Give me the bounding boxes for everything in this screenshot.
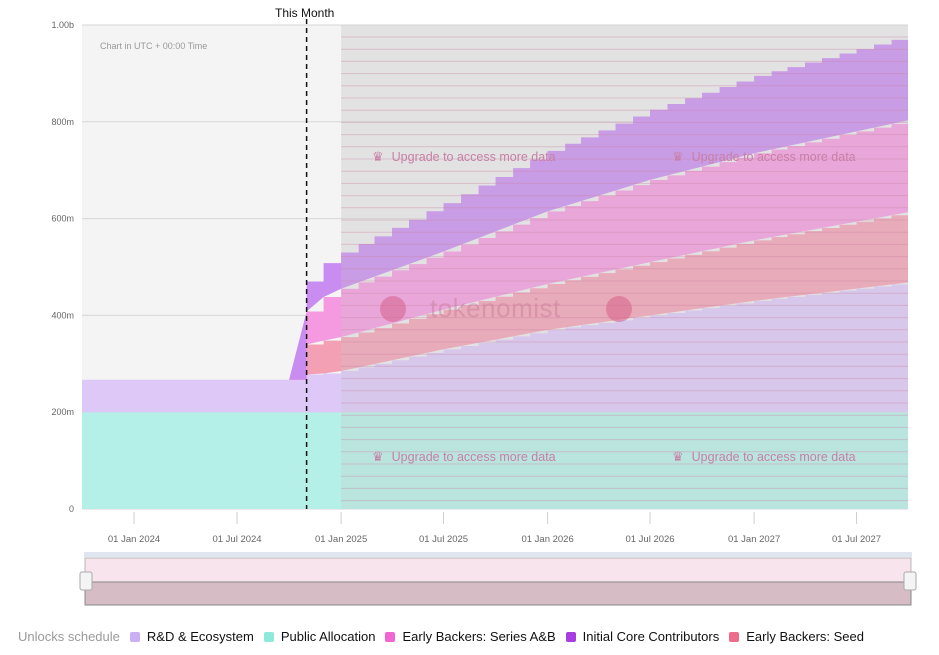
upgrade-banner[interactable]: ♛ Upgrade to access more data	[672, 449, 856, 464]
x-tick-label: 01 Jan 2025	[315, 534, 367, 545]
legend-swatch	[729, 631, 740, 642]
x-tick-label: 01 Jul 2026	[625, 534, 674, 545]
upgrade-banner[interactable]: ♛ Upgrade to access more data	[372, 449, 556, 464]
watermark-logo-icon	[606, 296, 632, 322]
navigator-series	[84, 581, 912, 606]
series-area-r-d-ecosystem	[82, 284, 908, 413]
legend-item-seed[interactable]: Early Backers: Seed	[729, 629, 864, 644]
y-tick-label: 800m	[51, 117, 74, 127]
navigator-handle[interactable]	[903, 571, 917, 591]
navigator-window	[84, 557, 912, 583]
legend-item-series-ab[interactable]: Early Backers: Series A&B	[385, 629, 556, 644]
y-tick-label: 200m	[51, 407, 74, 417]
unlock-chart: 0 200m 400m 600m 800m 1.00b 01 Jan 2024 01 Jul …	[51, 19, 917, 606]
upgrade-banner[interactable]: ♛ Upgrade to access more data	[672, 149, 856, 164]
watermark-logo-icon	[380, 296, 406, 322]
legend-swatch	[565, 631, 576, 642]
timezone-note: Chart in UTC + 00:00 Time	[100, 41, 208, 51]
crown-icon: ♛	[372, 149, 384, 164]
legend-swatch	[263, 631, 274, 642]
series-area-early-backers-series-a-b	[82, 123, 908, 380]
y-tick-label: 0	[69, 504, 74, 514]
x-tick-label: 01 Jul 2024	[212, 534, 261, 545]
crown-icon: ♛	[672, 149, 684, 164]
x-tick-label: 01 Jan 2027	[728, 534, 780, 545]
crown-icon: ♛	[372, 449, 384, 464]
x-tick-label: 01 Jan 2026	[521, 534, 573, 545]
watermark-text: tokenomist	[430, 293, 561, 323]
x-tick-label: 01 Jan 2024	[108, 534, 160, 545]
navigator-track	[84, 552, 912, 557]
y-tick-label: 600m	[51, 214, 74, 224]
legend-item-rd[interactable]: R&D & Ecosystem	[129, 629, 254, 644]
crown-icon: ♛	[672, 449, 684, 464]
navigator-handle[interactable]	[79, 571, 93, 591]
locked-overlay	[341, 25, 908, 509]
series-area-early-backers-seed	[82, 215, 908, 380]
series-area-initial-core-contributors	[82, 39, 908, 380]
legend-item-core[interactable]: Initial Core Contributors	[565, 629, 719, 644]
legend-title: Unlocks schedule	[18, 629, 120, 644]
legend-swatch	[385, 631, 396, 642]
x-tick-label: 01 Jul 2027	[832, 534, 881, 545]
upgrade-banner[interactable]: ♛ Upgrade to access more data	[372, 149, 556, 164]
legend: Unlocks schedule R&D & Ecosystem Public …	[18, 629, 874, 644]
series-area-public-allocation	[82, 412, 908, 509]
y-tick-label: 400m	[51, 310, 74, 320]
y-tick-label: 1.00b	[51, 20, 74, 30]
this-month-label: This Month	[275, 6, 335, 20]
legend-item-public[interactable]: Public Allocation	[263, 629, 375, 644]
legend-swatch	[129, 631, 140, 642]
x-tick-label: 01 Jul 2025	[419, 534, 468, 545]
